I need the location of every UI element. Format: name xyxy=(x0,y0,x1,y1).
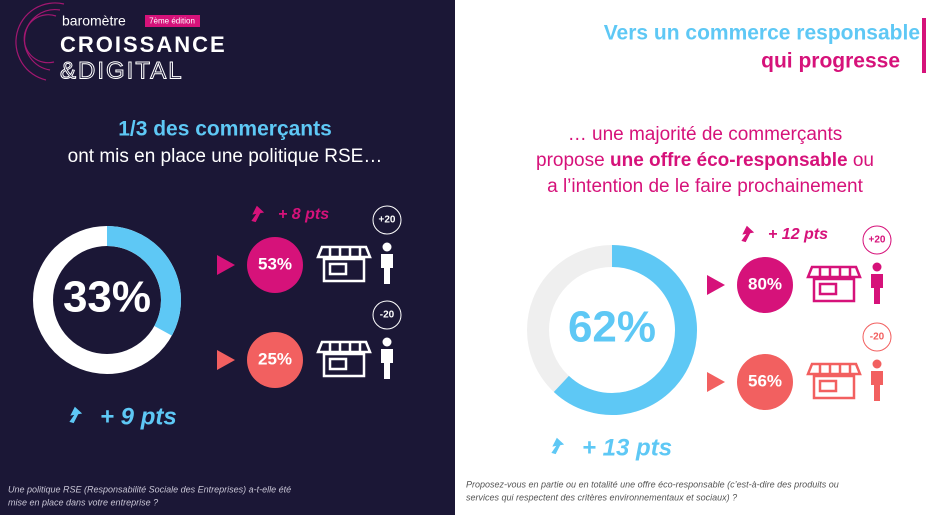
value-bubble xyxy=(737,354,793,410)
donut-arc xyxy=(553,245,697,415)
pointer xyxy=(217,350,235,370)
donut-arc xyxy=(106,226,181,336)
age-badge xyxy=(372,300,402,330)
pointer xyxy=(707,372,725,392)
headline: 1/3 des commerçants xyxy=(118,118,332,141)
store-window xyxy=(818,282,838,296)
store-roof xyxy=(316,340,372,354)
right-panel xyxy=(455,0,940,515)
question: Proposez-vous en partie ou en totalité u… xyxy=(466,479,839,489)
donut-label: 62% xyxy=(568,303,656,352)
value-label: 80% xyxy=(748,274,782,293)
person-body xyxy=(871,371,883,401)
donut-label: 33% xyxy=(63,273,151,322)
store-window xyxy=(328,262,348,276)
value-label: 56% xyxy=(748,371,782,390)
store-body xyxy=(322,257,366,283)
store-roof xyxy=(806,265,862,279)
age-badge xyxy=(862,225,892,255)
up-arrow xyxy=(69,406,83,424)
store-icon xyxy=(316,245,372,283)
age-label: -20 xyxy=(380,310,395,321)
donut-change: + 13 pts xyxy=(582,434,672,461)
store-icon xyxy=(806,362,862,400)
age-badge xyxy=(862,322,892,352)
row-change: + 12 pts xyxy=(768,226,828,243)
pointer xyxy=(217,255,235,275)
person-body xyxy=(871,274,883,304)
person-head xyxy=(382,242,392,252)
headline-rest: ont mis en place une politique RSE… xyxy=(68,146,383,167)
value-label: 53% xyxy=(258,254,292,273)
title: qui progresse xyxy=(761,50,900,73)
person-head xyxy=(872,359,882,369)
store-icon xyxy=(316,340,372,378)
subtitle-part: ou xyxy=(848,150,874,171)
pointer xyxy=(707,275,725,295)
store-roof xyxy=(316,245,372,259)
store-body xyxy=(812,374,856,400)
person-body xyxy=(381,349,393,379)
logo-rings xyxy=(15,2,65,81)
value-bubble xyxy=(247,237,303,293)
age-badge xyxy=(372,205,402,235)
edition-badge xyxy=(145,15,200,27)
up-arrow xyxy=(251,205,265,223)
up-arrow xyxy=(741,225,755,243)
question: services qui respectent des critères env… xyxy=(466,492,737,502)
edition: 7ème édition xyxy=(149,17,195,26)
store-window xyxy=(328,357,348,371)
title: Vers un commerce responsable xyxy=(604,22,920,45)
subtitle: propose une offre éco-responsable ou xyxy=(536,150,874,171)
store-window xyxy=(818,379,838,393)
age-label: +20 xyxy=(869,235,886,246)
question: mise en place dans votre entreprise ? xyxy=(8,497,158,507)
age-label: +20 xyxy=(379,215,396,226)
store-body xyxy=(812,277,856,303)
subtitle-bold: une offre éco-responsable xyxy=(610,150,848,171)
store-icon xyxy=(806,265,862,303)
donut-change: + 9 pts xyxy=(100,403,177,430)
subtitle: a l’intention de le faire prochainement xyxy=(547,176,864,197)
subtitle-part: propose xyxy=(536,150,610,171)
up-arrow xyxy=(551,437,565,455)
question: Une politique RSE (Responsabilité Social… xyxy=(8,484,291,494)
row-change: + 8 pts xyxy=(278,206,329,223)
age-label: -20 xyxy=(870,332,885,343)
value-bubble xyxy=(247,332,303,388)
logo-subtitle: &DIGITAL xyxy=(60,57,184,84)
logo-title: CROISSANCE xyxy=(60,32,227,57)
subtitle: … une majorité de commerçants xyxy=(568,124,843,145)
person-head xyxy=(382,337,392,347)
store-roof xyxy=(806,362,862,376)
person-body xyxy=(381,254,393,284)
brand: baromètre xyxy=(62,13,126,29)
title-bar xyxy=(922,18,926,73)
value-bubble xyxy=(737,257,793,313)
person-head xyxy=(872,262,882,272)
value-label: 25% xyxy=(258,349,292,368)
left-panel xyxy=(0,0,455,515)
store-body xyxy=(322,352,366,378)
